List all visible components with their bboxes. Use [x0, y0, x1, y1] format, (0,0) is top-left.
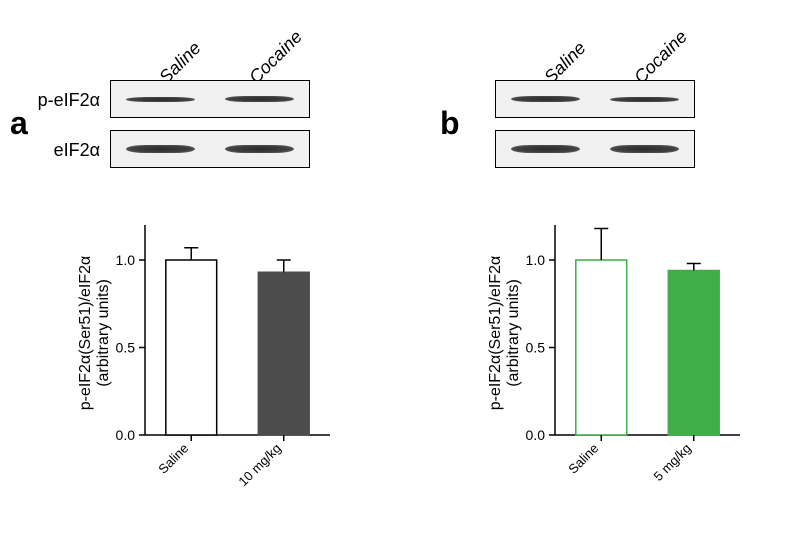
band — [225, 145, 294, 153]
band — [610, 145, 679, 153]
panel-b-label: b — [440, 105, 460, 142]
y-axis-label-a: p-eIF2α(Ser51)/eIF2α (arbitrary units) — [77, 243, 113, 423]
band — [225, 96, 294, 102]
blot-lane — [111, 81, 210, 117]
ylab-line2: (arbitrary units) — [95, 279, 112, 387]
blot-row-2-b — [495, 130, 695, 168]
chart-svg-b: 0.0 0.5 1.0 Saline 5 mg/kg — [480, 205, 770, 535]
svg-text:5 mg/kg: 5 mg/kg — [651, 441, 694, 484]
band — [511, 145, 580, 153]
row-label-eif2a-a: eIF2α — [35, 140, 100, 161]
blot-lane — [595, 81, 694, 117]
panel-a-label: a — [10, 105, 28, 142]
blot-lane — [595, 131, 694, 167]
svg-text:0.0: 0.0 — [116, 427, 136, 443]
svg-text:Saline: Saline — [155, 441, 191, 477]
y-axis-label-b: p-eIF2α(Ser51)/eIF2α (arbitrary units) — [487, 243, 523, 423]
blot-lane — [496, 131, 595, 167]
ylab-line1: p-eIF2α(Ser51)/eIF2α — [77, 256, 94, 411]
row-label-peif2a-a: p-eIF2α — [35, 90, 100, 111]
ylab-line2: (arbitrary units) — [505, 279, 522, 387]
band — [126, 97, 195, 102]
blot-row-1-b — [495, 80, 695, 118]
band — [126, 145, 195, 153]
chart-svg-a: 0.0 0.5 1.0 Saline 10 mg/kg — [70, 205, 360, 535]
panel-a-chart: p-eIF2α(Ser51)/eIF2α (arbitrary units) 0… — [70, 205, 360, 535]
band — [610, 97, 679, 102]
band — [511, 96, 580, 102]
panel-a-blots: Saline Cocaine p-eIF2α eIF2α — [105, 25, 350, 190]
svg-text:Saline: Saline — [565, 441, 601, 477]
ylab-line1: p-eIF2α(Ser51)/eIF2α — [487, 256, 504, 411]
blot-lane — [210, 81, 309, 117]
svg-text:0.5: 0.5 — [116, 340, 136, 356]
blot-label-cocaine-b: Cocaine — [630, 26, 692, 88]
svg-text:1.0: 1.0 — [526, 252, 546, 268]
svg-text:1.0: 1.0 — [116, 252, 136, 268]
blot-lane — [496, 81, 595, 117]
svg-text:0.0: 0.0 — [526, 427, 546, 443]
svg-text:10 mg/kg: 10 mg/kg — [235, 441, 283, 489]
blot-row-peif2a-a — [110, 80, 310, 118]
blot-label-cocaine-a: Cocaine — [245, 26, 307, 88]
blot-lane — [210, 131, 309, 167]
blot-lane — [111, 131, 210, 167]
blot-row-eif2a-a — [110, 130, 310, 168]
svg-text:0.5: 0.5 — [526, 340, 546, 356]
panel-b-chart: p-eIF2α(Ser51)/eIF2α (arbitrary units) 0… — [480, 205, 770, 535]
panel-b-blots: Saline Cocaine — [490, 25, 735, 190]
